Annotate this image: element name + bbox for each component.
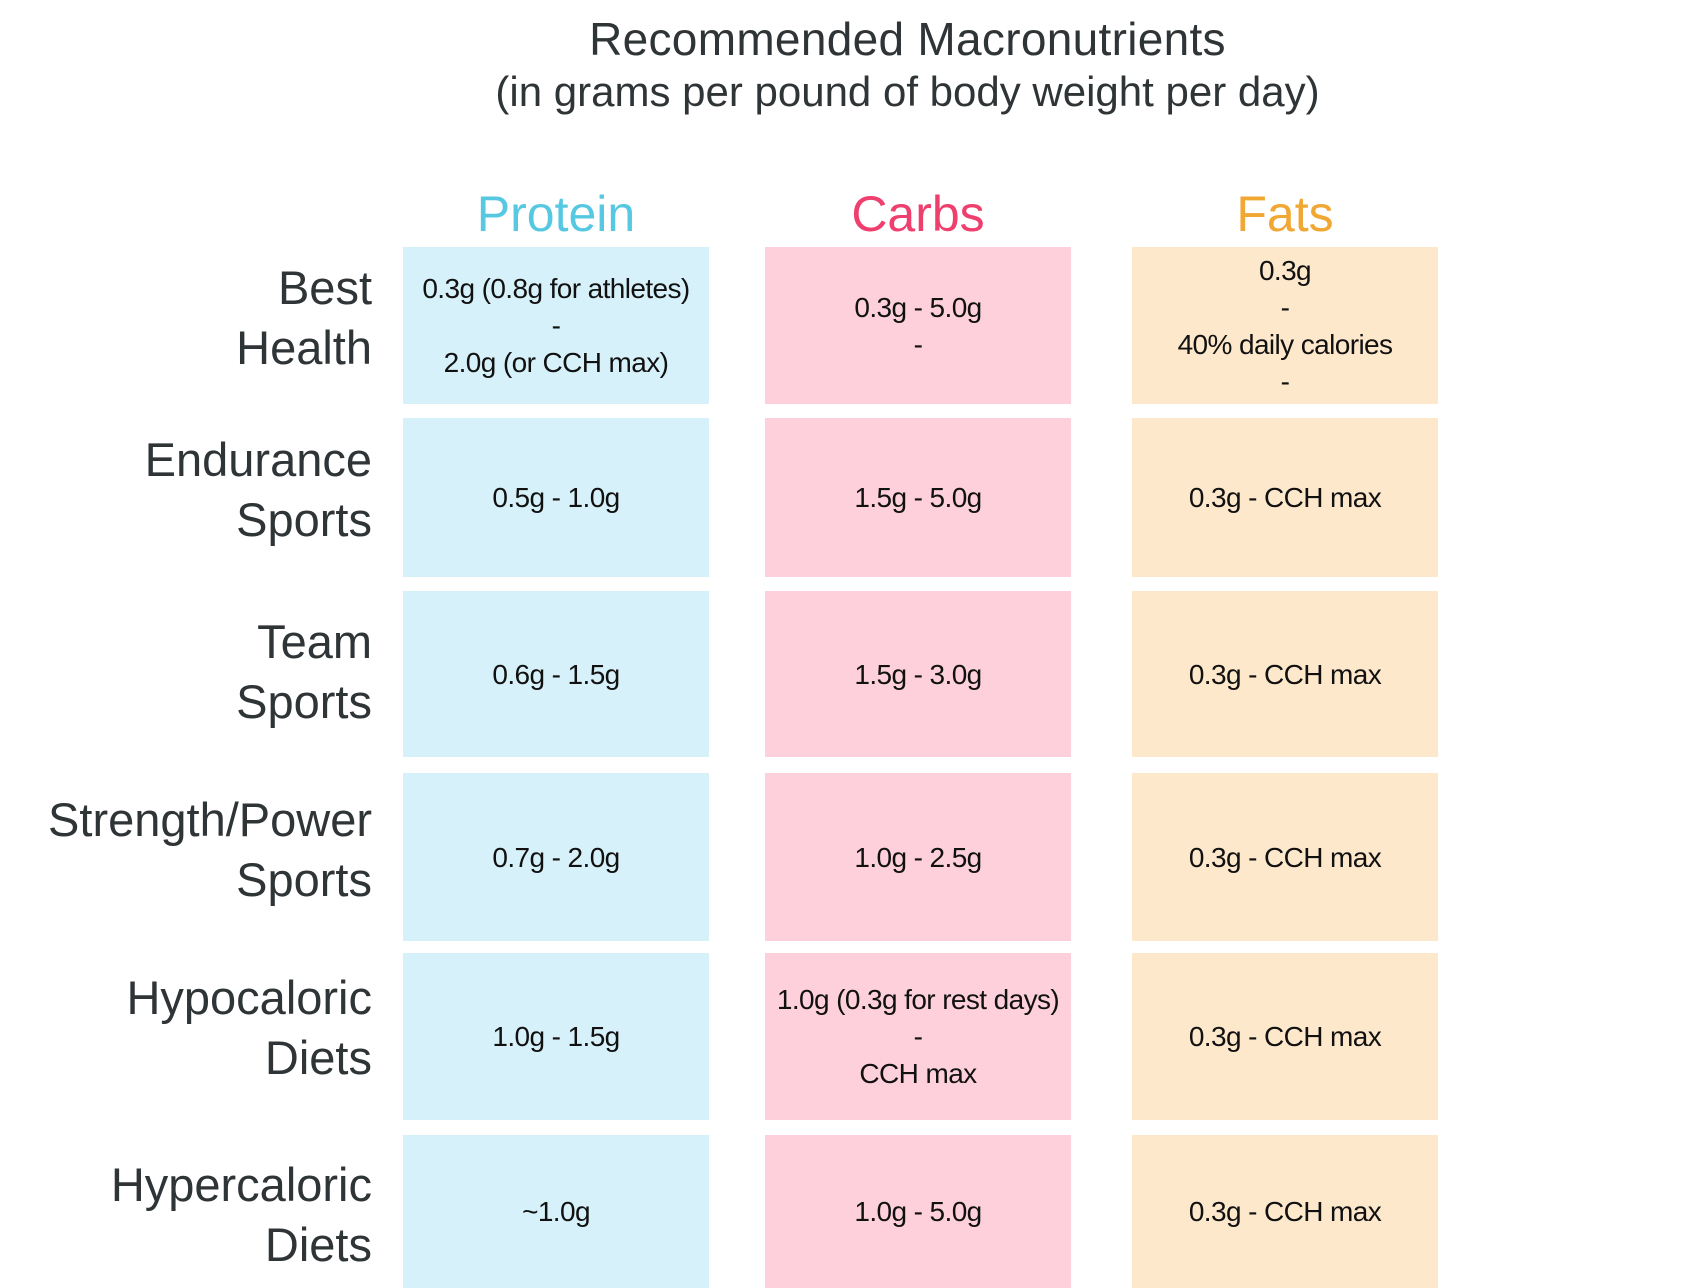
cell-carbs: 1.0g - 2.5g (765, 773, 1071, 941)
cell-text: 1.0g - 1.5g (492, 1021, 620, 1052)
cell-protein: 0.6g - 1.5g (403, 591, 709, 757)
cell-text: 2.0g (or CCH max) (443, 347, 669, 378)
cell-carbs: 1.0g - 5.0g (765, 1135, 1071, 1288)
cell-text: 0.3g (1258, 254, 1312, 286)
chart-subtitle: (in grams per pound of body weight per d… (495, 68, 1320, 115)
cell-text: - (551, 310, 561, 341)
row-label: Best Health (0, 258, 372, 378)
cell-text: - (1280, 365, 1290, 397)
row-label-line: Strength/Power (48, 793, 372, 846)
cell-text: - (913, 1021, 923, 1052)
cell-text: 0.3g - CCH max (1188, 482, 1382, 513)
row-label: Hypocaloric Diets (0, 968, 372, 1088)
cell-fats: 0.3g - CCH max (1132, 953, 1438, 1120)
cell-text: 0.3g - 5.0g (854, 291, 982, 323)
cell-text: 1.5g - 5.0g (854, 482, 982, 513)
cell-text: 0.3g - CCH max (1188, 1196, 1382, 1227)
column-header-carbs: Carbs (851, 186, 985, 242)
cell-fats: 0.3g - 40% daily calories - (1132, 247, 1438, 404)
cell-carbs: 1.5g - 3.0g (765, 591, 1071, 757)
cell-fats: 0.3g - CCH max (1132, 773, 1438, 941)
column-header-fats: Fats (1236, 186, 1334, 242)
cell-text: 0.5g - 1.0g (492, 482, 620, 513)
cell-text: 0.6g - 1.5g (492, 658, 620, 690)
row-label-line: Endurance (144, 433, 372, 486)
cell-protein: 1.0g - 1.5g (403, 953, 709, 1120)
row-label-line: Hypocaloric (126, 971, 372, 1024)
cell-text: ~1.0g (522, 1196, 590, 1227)
cell-text: 1.5g - 3.0g (854, 658, 982, 690)
cell-text: CCH max (859, 1058, 977, 1089)
cell-text: 0.3g - CCH max (1188, 841, 1382, 873)
row-label-line: Sports (236, 493, 372, 546)
cell-text: 1.0g - 5.0g (854, 1196, 982, 1227)
cell-text: 1.0g - 2.5g (854, 841, 982, 873)
row-label-line: Diets (264, 1218, 372, 1271)
cell-carbs: 1.0g (0.3g for rest days) - CCH max (765, 953, 1071, 1120)
cell-text: 0.3g (0.8g for athletes) (422, 273, 690, 304)
cell-protein: ~1.0g (403, 1135, 709, 1288)
chart-title: Recommended Macronutrients (589, 13, 1226, 65)
cell-carbs: 0.3g - 5.0g - (765, 247, 1071, 404)
column-header-protein: Protein (476, 186, 636, 242)
cell-fats: 0.3g - CCH max (1132, 418, 1438, 577)
row-label-line: Hypercaloric (110, 1158, 372, 1211)
row-label: Endurance Sports (0, 430, 372, 550)
cell-protein: 0.5g - 1.0g (403, 418, 709, 577)
cell-fats: 0.3g - CCH max (1132, 1135, 1438, 1288)
row-label-line: Health (236, 321, 372, 374)
cell-carbs: 1.5g - 5.0g (765, 418, 1071, 577)
row-label-line: Diets (264, 1031, 372, 1084)
cell-text: - (1280, 291, 1290, 323)
row-label-line: Sports (236, 853, 372, 906)
cell-text: 0.7g - 2.0g (492, 841, 620, 873)
row-label-line: Sports (236, 675, 372, 728)
cell-text: 0.3g - CCH max (1188, 658, 1382, 690)
cell-text: 40% daily calories (1177, 328, 1393, 360)
cell-text: 0.3g - CCH max (1188, 1021, 1382, 1052)
cell-text: 1.0g (0.3g for rest days) (776, 984, 1060, 1015)
row-label-line: Best (277, 261, 372, 314)
row-label: Hypercaloric Diets (0, 1155, 372, 1275)
cell-fats: 0.3g - CCH max (1132, 591, 1438, 757)
row-label-line: Team (257, 615, 372, 668)
cell-text: - (913, 328, 923, 360)
cell-protein: 0.3g (0.8g for athletes) - 2.0g (or CCH ma… (403, 247, 709, 404)
cell-protein: 0.7g - 2.0g (403, 773, 709, 941)
row-label: Team Sports (0, 612, 372, 732)
row-label: Strength/Power Sports (0, 790, 372, 910)
